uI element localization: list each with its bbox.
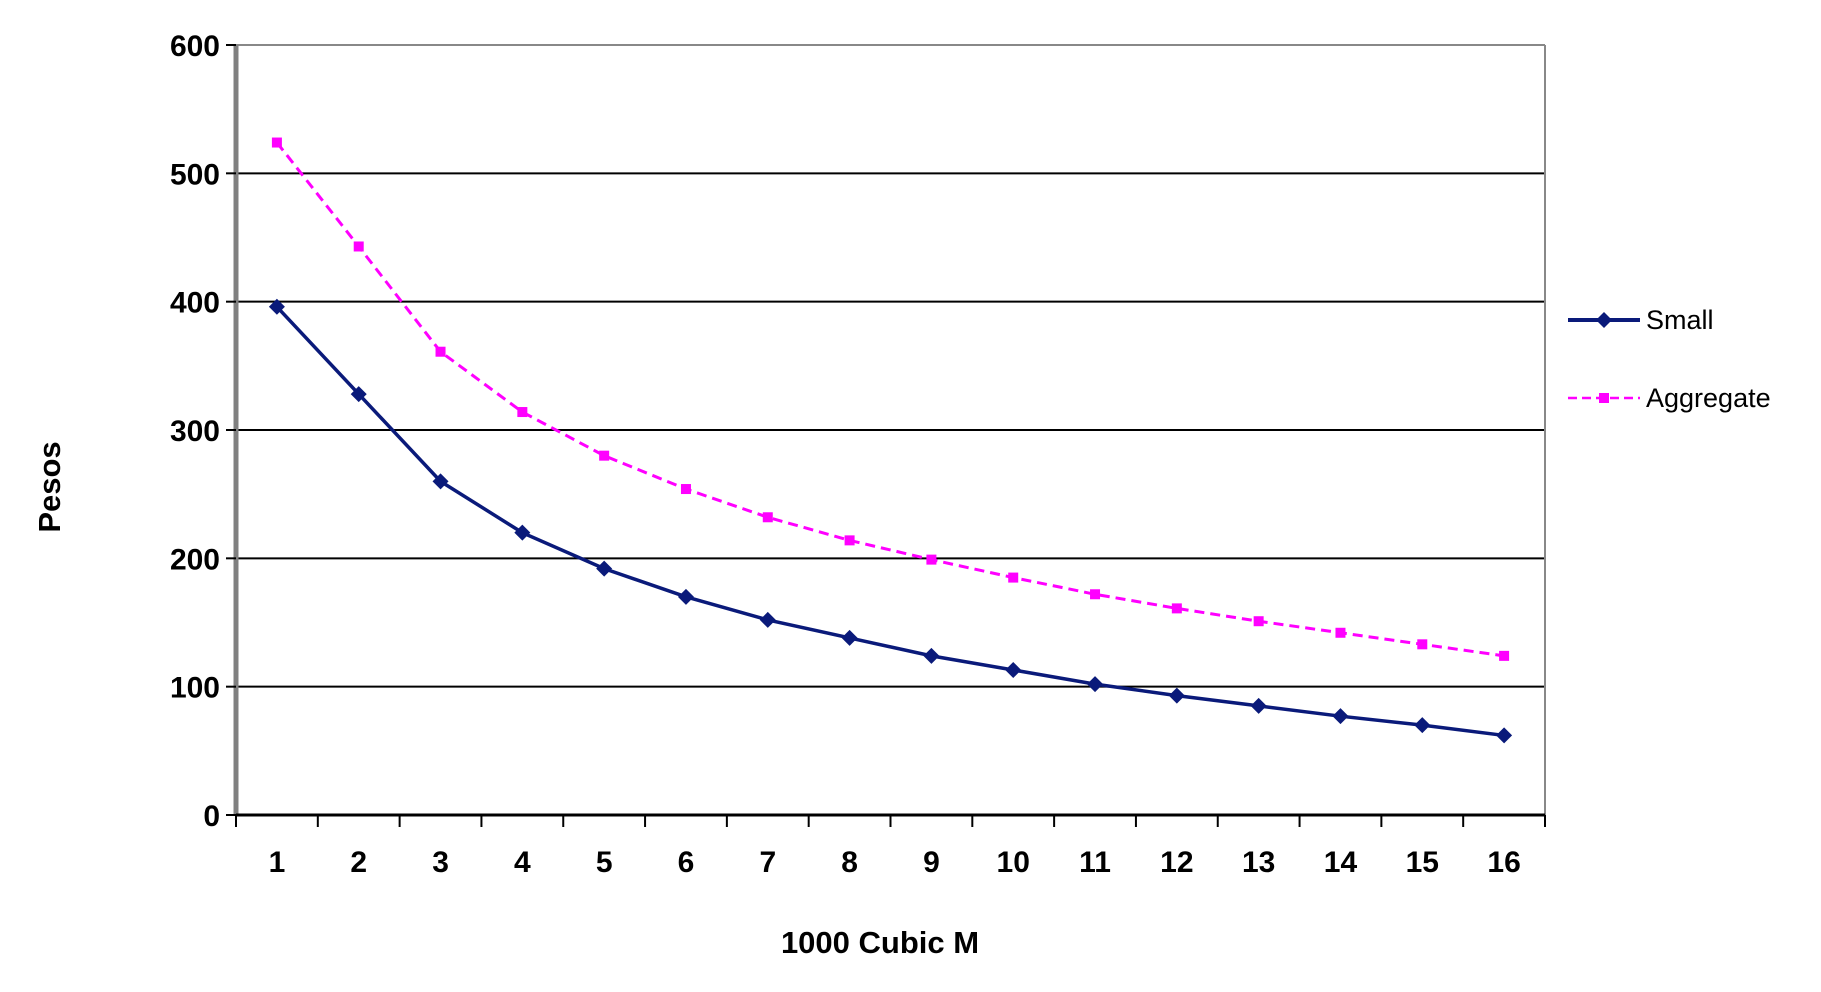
x-tick-label: 5	[596, 846, 613, 879]
legend-marker	[1599, 393, 1609, 403]
series-aggregate	[271, 137, 1510, 661]
aggregate-point	[680, 484, 691, 495]
legend-item-small: Small	[1568, 305, 1714, 335]
x-tick-label: 4	[514, 846, 531, 879]
aggregate-point	[1008, 572, 1019, 583]
x-tick-label: 6	[678, 846, 695, 879]
aggregate-point	[1171, 603, 1182, 614]
small-point	[759, 611, 776, 628]
x-tick-label: 9	[923, 846, 940, 879]
series-group	[268, 137, 1513, 744]
x-tick-label: 15	[1406, 846, 1439, 879]
x-tick-label: 2	[350, 846, 367, 879]
x-tick-label: 1	[269, 846, 286, 879]
aggregate-point	[599, 450, 610, 461]
small-point	[268, 298, 285, 315]
legend: Small Aggregate	[1568, 305, 1771, 413]
small-point	[514, 524, 531, 541]
small-point	[1496, 727, 1513, 744]
x-tick-label: 13	[1242, 846, 1275, 879]
x-tick-label: 3	[432, 846, 449, 879]
x-axis-title: 1000 Cubic M	[781, 925, 979, 960]
aggregate-point	[517, 407, 528, 418]
legend-marker	[1596, 312, 1612, 328]
aggregate-point	[1417, 639, 1428, 650]
small-point	[432, 473, 449, 490]
aggregate-line	[275, 141, 1505, 658]
y-tick-label: 500	[170, 158, 220, 191]
aggregate-point	[762, 512, 773, 523]
small-point	[841, 629, 858, 646]
aggregate-point	[271, 137, 282, 148]
y-axis-ticks: 0 100 200 300 400 500 600	[170, 30, 236, 833]
small-line	[275, 305, 1505, 738]
x-tick-label: 14	[1324, 846, 1358, 879]
aggregate-point	[1253, 616, 1264, 627]
y-tick-label: 600	[170, 30, 220, 63]
series-small	[268, 298, 1513, 744]
legend-item-aggregate: Aggregate	[1568, 383, 1771, 413]
aggregate-point	[1335, 627, 1346, 638]
small-point	[1414, 717, 1431, 734]
small-point	[1087, 676, 1104, 693]
small-point	[1168, 687, 1185, 704]
y-axis-title: Pesos	[32, 441, 67, 532]
y-tick-label: 200	[170, 543, 220, 576]
aggregate-point	[353, 241, 364, 252]
y-tick-label: 100	[170, 672, 220, 705]
y-tick-label: 400	[170, 287, 220, 320]
small-point	[1250, 697, 1267, 714]
y-tick-label: 0	[203, 800, 220, 833]
aggregate-point	[844, 535, 855, 546]
x-tick-label: 16	[1487, 846, 1520, 879]
y-tick-label: 300	[170, 415, 220, 448]
small-point	[1005, 661, 1022, 678]
small-point	[677, 588, 694, 605]
x-tick-label: 7	[759, 846, 776, 879]
aggregate-point	[435, 346, 446, 357]
aggregate-point	[926, 554, 937, 565]
aggregate-point	[1499, 650, 1510, 661]
small-point	[1332, 708, 1349, 725]
gridlines	[236, 172, 1545, 688]
x-axis-ticks: 1 2 3 4 5 6 7 8 9 10 11 12 13 14 15 16	[235, 815, 1546, 879]
legend-label: Small	[1646, 305, 1714, 335]
aggregate-point	[1090, 589, 1101, 600]
small-point	[923, 647, 940, 664]
small-point	[350, 386, 367, 403]
x-tick-label: 12	[1160, 846, 1193, 879]
x-tick-label: 11	[1079, 846, 1111, 879]
legend-label: Aggregate	[1646, 383, 1771, 413]
x-tick-label: 8	[841, 846, 858, 879]
x-tick-label: 10	[997, 846, 1030, 879]
small-point	[596, 560, 613, 577]
